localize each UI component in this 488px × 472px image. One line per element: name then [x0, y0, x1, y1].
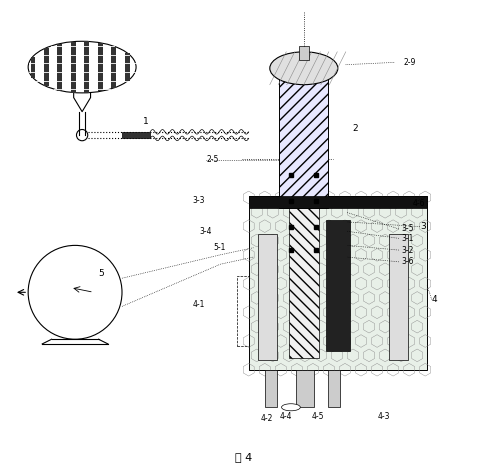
Text: 2-5: 2-5 [206, 155, 219, 164]
Bar [111, 46, 116, 88]
Text: 3-6: 3-6 [401, 257, 414, 266]
Text: 4-5: 4-5 [312, 412, 325, 421]
Text: 5-1: 5-1 [214, 243, 226, 252]
Text: 5: 5 [99, 269, 104, 278]
Bar [58, 43, 62, 91]
Text: 3-2: 3-2 [401, 245, 413, 254]
Bar [258, 234, 277, 360]
Bar [31, 57, 35, 77]
Text: 4-2: 4-2 [261, 414, 273, 423]
Text: 4-1: 4-1 [192, 300, 205, 309]
Bar [249, 196, 427, 370]
Bar [328, 370, 340, 407]
Bar [299, 46, 308, 60]
Text: 2: 2 [352, 124, 358, 133]
Text: 4-6: 4-6 [413, 199, 426, 208]
Bar [71, 42, 76, 93]
Bar [122, 132, 150, 138]
Text: 3: 3 [420, 222, 426, 231]
Text: 1: 1 [143, 117, 149, 126]
Bar [389, 234, 408, 360]
Bar [279, 76, 328, 208]
Text: 図 4: 図 4 [235, 452, 253, 462]
Text: 3-3: 3-3 [192, 196, 205, 205]
Ellipse shape [282, 404, 300, 411]
Text: 4-4: 4-4 [279, 412, 292, 421]
Ellipse shape [270, 52, 338, 84]
Text: 2-9: 2-9 [404, 58, 416, 67]
Text: 4: 4 [432, 295, 437, 304]
Text: 3-1: 3-1 [401, 234, 413, 243]
Ellipse shape [28, 41, 136, 93]
Bar [125, 53, 130, 81]
Text: 3-4: 3-4 [200, 227, 212, 236]
Bar [288, 76, 319, 358]
Bar [296, 370, 314, 407]
Bar [265, 370, 277, 407]
Bar [249, 196, 427, 208]
Bar [326, 219, 349, 351]
Text: 4-3: 4-3 [378, 412, 390, 421]
Bar [98, 43, 102, 92]
Text: 3-5: 3-5 [401, 225, 414, 234]
Bar [44, 48, 49, 86]
Bar [84, 42, 89, 93]
